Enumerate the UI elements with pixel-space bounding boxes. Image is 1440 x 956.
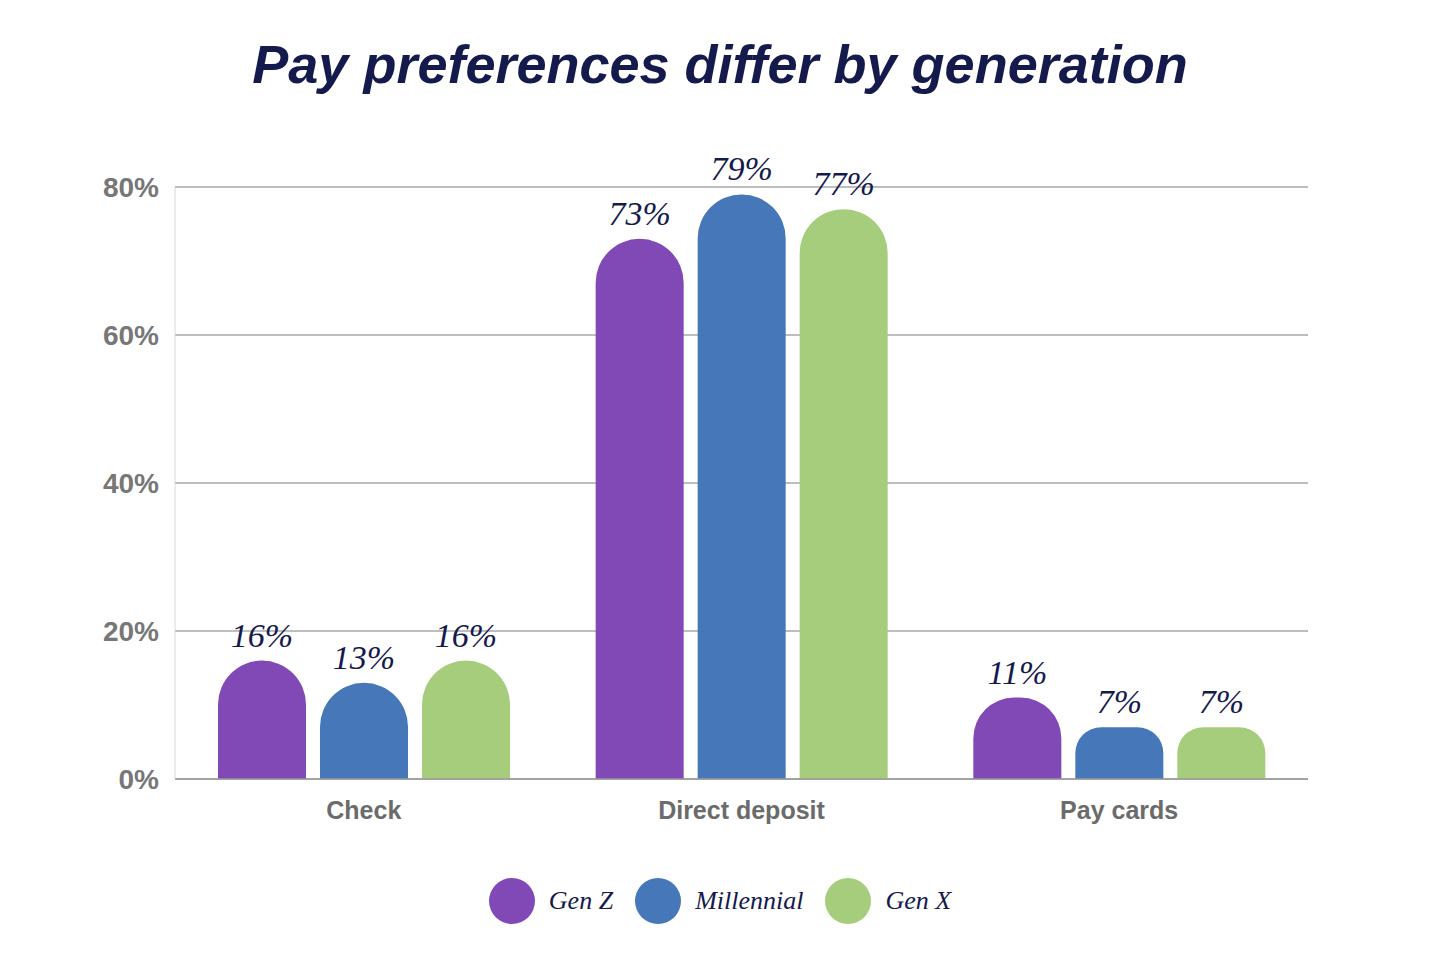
html-text:Millennial: Millennial	[695, 886, 804, 915]
svg-text:13%: 13%	[333, 639, 395, 676]
svg-text:80%: 80%	[103, 172, 159, 203]
svg-text:20%: 20%	[103, 616, 159, 647]
html-text:Gen Z: Gen Z	[548, 886, 614, 915]
svg-text:79%: 79%	[711, 150, 773, 187]
svg-text:77%: 77%	[813, 165, 875, 202]
svg-text:Pay cards: Pay cards	[1060, 796, 1178, 824]
svg-text:73%: 73%	[609, 195, 671, 232]
svg-text:Direct deposit: Direct deposit	[658, 796, 825, 824]
svg-text:60%: 60%	[103, 320, 159, 351]
svg-text:16%: 16%	[435, 617, 497, 654]
svg-text:7%: 7%	[1199, 683, 1244, 720]
svg-text:7%: 7%	[1097, 683, 1142, 720]
svg-text:16%: 16%	[231, 617, 293, 654]
svg-text:11%: 11%	[987, 654, 1047, 691]
svg-text:40%: 40%	[103, 468, 159, 499]
html-text:Gen X: Gen X	[885, 886, 952, 915]
html-text:Pay preferences differ by gene: Pay preferences differ by generation	[252, 34, 1188, 94]
svg-text:Check: Check	[326, 796, 401, 824]
svg-text:0%: 0%	[119, 764, 160, 795]
